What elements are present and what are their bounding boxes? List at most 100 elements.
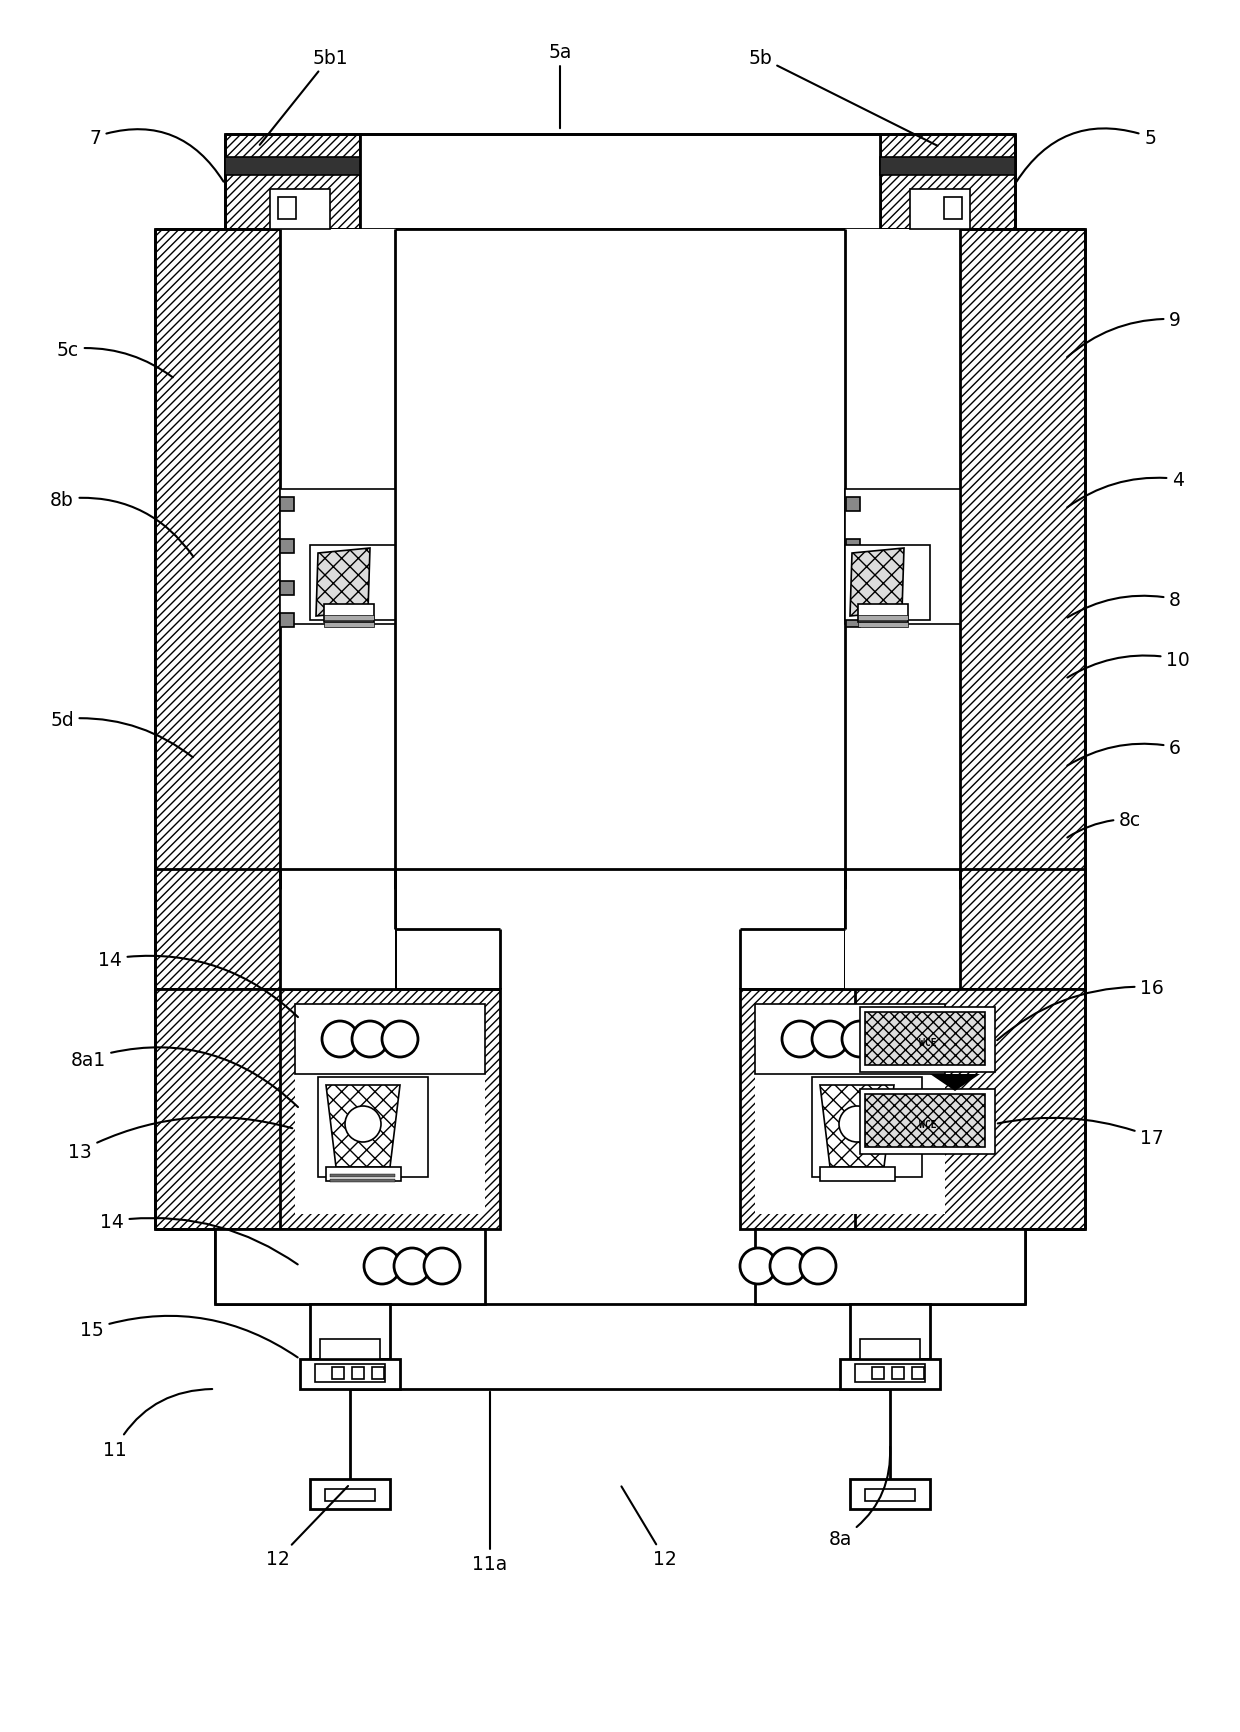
Text: 16: 16 xyxy=(997,979,1164,1041)
Text: 10: 10 xyxy=(1068,650,1190,679)
Bar xyxy=(317,1077,428,1178)
Text: 8a1: 8a1 xyxy=(71,1048,298,1107)
Text: 5d: 5d xyxy=(50,710,192,759)
Bar xyxy=(325,1490,374,1502)
Text: 5a: 5a xyxy=(548,43,572,130)
Bar xyxy=(849,1479,930,1509)
Bar xyxy=(910,191,970,230)
Bar xyxy=(820,1167,895,1181)
Bar xyxy=(360,135,880,230)
Circle shape xyxy=(345,1107,381,1143)
Text: 8: 8 xyxy=(1068,591,1180,618)
Bar xyxy=(844,869,960,989)
Text: 5b: 5b xyxy=(748,48,937,147)
Bar xyxy=(324,604,374,622)
Bar xyxy=(844,230,1085,989)
Bar xyxy=(155,989,396,1230)
Bar xyxy=(280,497,294,511)
Bar xyxy=(880,1235,1021,1299)
Bar xyxy=(944,197,962,220)
Bar xyxy=(858,604,908,622)
Bar xyxy=(155,869,396,989)
Bar xyxy=(740,989,856,1230)
Circle shape xyxy=(394,1249,430,1283)
Bar xyxy=(324,615,374,620)
Bar xyxy=(861,1339,920,1360)
Bar xyxy=(372,1367,384,1379)
Polygon shape xyxy=(316,549,370,617)
Bar xyxy=(224,135,360,230)
Text: 12: 12 xyxy=(267,1486,348,1569)
Polygon shape xyxy=(849,549,904,617)
Bar xyxy=(866,1095,985,1147)
Bar xyxy=(844,490,960,625)
Bar xyxy=(844,989,1085,1230)
Bar xyxy=(315,1365,384,1382)
Circle shape xyxy=(770,1249,806,1283)
Text: 11: 11 xyxy=(103,1389,212,1458)
Text: 5c: 5c xyxy=(57,339,172,378)
Bar xyxy=(280,869,396,989)
Polygon shape xyxy=(326,1086,401,1167)
Text: 9: 9 xyxy=(1068,310,1180,359)
Bar xyxy=(352,1367,365,1379)
Bar xyxy=(880,135,1016,230)
Bar xyxy=(332,1367,343,1379)
Text: 17: 17 xyxy=(998,1119,1164,1147)
Bar xyxy=(219,1235,360,1299)
Text: 14: 14 xyxy=(100,1212,298,1264)
Text: 8b: 8b xyxy=(50,490,193,558)
Text: WCE: WCE xyxy=(919,1119,936,1129)
Bar xyxy=(155,230,396,989)
Bar xyxy=(280,989,500,1230)
Bar xyxy=(310,546,396,620)
Text: 6: 6 xyxy=(1068,738,1180,766)
Bar xyxy=(846,582,861,596)
Bar xyxy=(295,1005,485,1214)
Circle shape xyxy=(839,1107,875,1143)
Circle shape xyxy=(842,1022,878,1058)
Circle shape xyxy=(322,1022,358,1058)
Bar xyxy=(396,230,844,869)
Circle shape xyxy=(424,1249,460,1283)
Bar xyxy=(872,1367,884,1379)
Text: 12: 12 xyxy=(621,1486,677,1569)
Bar xyxy=(310,1479,391,1509)
Bar xyxy=(846,613,861,627)
Bar xyxy=(846,497,861,511)
Text: 7: 7 xyxy=(89,128,223,182)
Bar xyxy=(280,582,294,596)
Circle shape xyxy=(782,1022,818,1058)
Bar xyxy=(270,191,330,230)
Bar xyxy=(856,1365,925,1382)
Text: 8c: 8c xyxy=(1068,811,1141,838)
Text: 8a: 8a xyxy=(828,1446,890,1548)
Bar xyxy=(755,1230,1025,1304)
Bar xyxy=(280,230,396,890)
Text: 13: 13 xyxy=(68,1117,293,1160)
Bar xyxy=(844,546,930,620)
Bar xyxy=(224,158,360,177)
Bar xyxy=(861,1008,994,1072)
Bar xyxy=(326,1167,401,1181)
Text: WCE: WCE xyxy=(919,1037,936,1048)
Bar xyxy=(280,490,396,625)
Circle shape xyxy=(740,1249,776,1283)
Bar xyxy=(280,613,294,627)
Bar xyxy=(755,1005,945,1214)
Polygon shape xyxy=(820,1086,894,1167)
Bar xyxy=(215,1230,485,1304)
Bar xyxy=(324,622,374,627)
Bar xyxy=(295,1005,485,1074)
Bar xyxy=(812,1077,923,1178)
Bar xyxy=(858,615,908,620)
Text: 15: 15 xyxy=(81,1316,298,1358)
Bar xyxy=(849,1304,930,1360)
Text: 5b1: 5b1 xyxy=(259,48,347,145)
Circle shape xyxy=(382,1022,418,1058)
Bar xyxy=(280,540,294,554)
Text: 11a: 11a xyxy=(472,1393,507,1574)
Bar xyxy=(755,1005,945,1074)
Bar xyxy=(300,1360,401,1389)
Bar xyxy=(280,869,396,930)
